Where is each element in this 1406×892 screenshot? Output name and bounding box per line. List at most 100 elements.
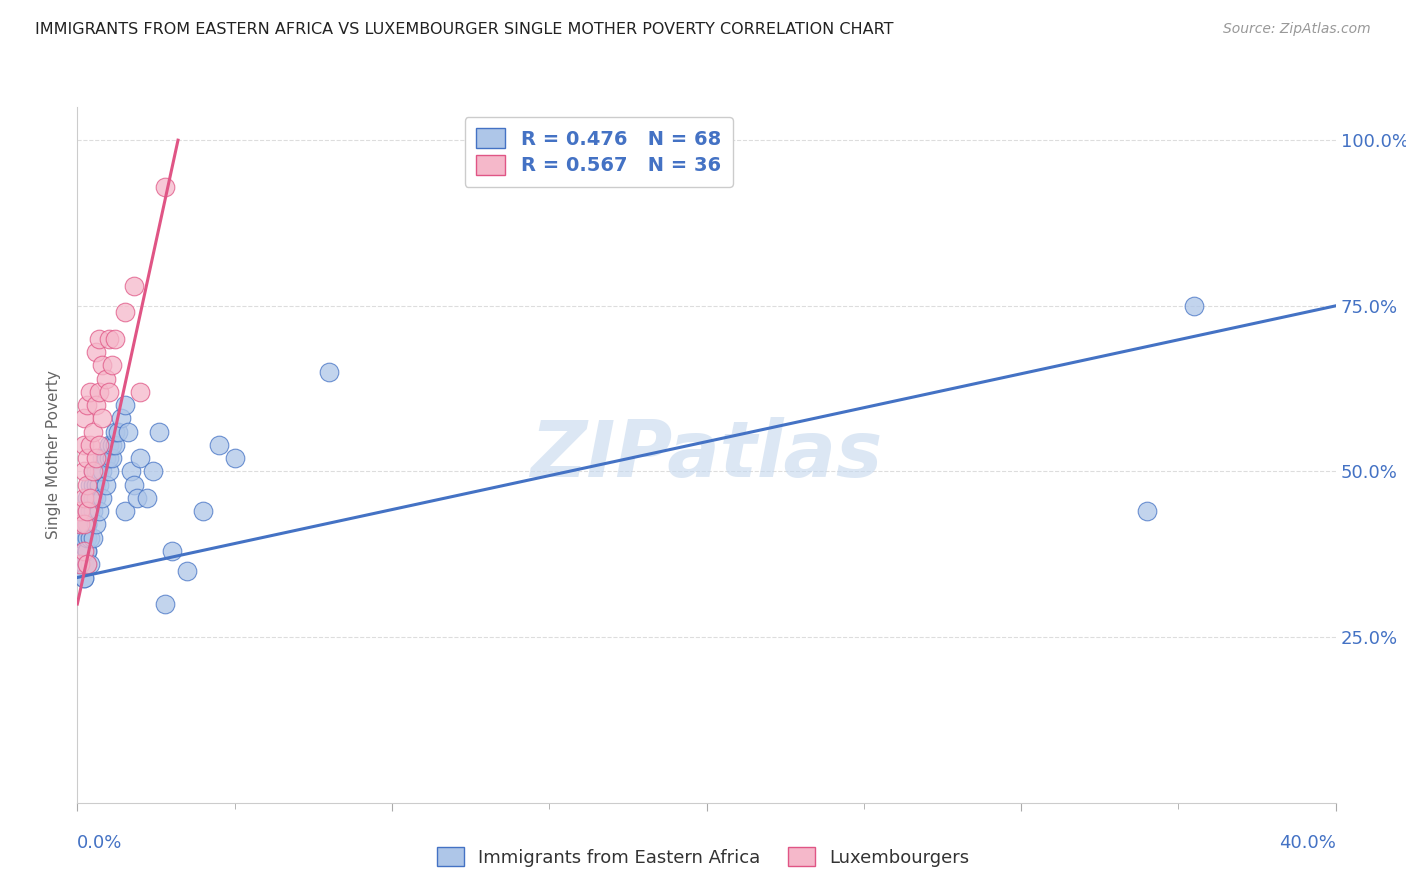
Point — [82, 465, 104, 479]
Point — [101, 451, 124, 466]
Point — [69, 517, 91, 532]
Point — [72, 550, 94, 565]
Point — [82, 504, 104, 518]
Point — [129, 451, 152, 466]
Legend: R = 0.476   N = 68, R = 0.567   N = 36: R = 0.476 N = 68, R = 0.567 N = 36 — [464, 117, 733, 187]
Point — [84, 465, 107, 479]
Point — [72, 411, 94, 425]
Point — [94, 451, 117, 466]
Point — [72, 558, 94, 572]
Point — [82, 491, 104, 505]
Point — [91, 465, 114, 479]
Point — [79, 531, 101, 545]
Point — [69, 537, 91, 551]
Point — [101, 438, 124, 452]
Point — [107, 425, 129, 439]
Point — [91, 451, 114, 466]
Point — [110, 411, 132, 425]
Point — [79, 491, 101, 505]
Point — [69, 504, 91, 518]
Point — [84, 345, 107, 359]
Point — [76, 491, 98, 505]
Point — [89, 465, 111, 479]
Point — [127, 491, 149, 505]
Point — [114, 305, 136, 319]
Point — [79, 491, 101, 505]
Point — [79, 384, 101, 399]
Point — [97, 465, 120, 479]
Point — [160, 544, 183, 558]
Point — [79, 438, 101, 452]
Point — [122, 477, 145, 491]
Point — [97, 451, 120, 466]
Text: Source: ZipAtlas.com: Source: ZipAtlas.com — [1223, 22, 1371, 37]
Point — [208, 438, 231, 452]
Point — [104, 332, 127, 346]
Point — [69, 531, 91, 545]
Point — [72, 517, 94, 532]
Point — [224, 451, 246, 466]
Legend: Immigrants from Eastern Africa, Luxembourgers: Immigrants from Eastern Africa, Luxembou… — [429, 840, 977, 874]
Point — [120, 465, 142, 479]
Point — [97, 332, 120, 346]
Point — [69, 558, 91, 572]
Point — [72, 517, 94, 532]
Point — [114, 398, 136, 412]
Point — [72, 570, 94, 584]
Point — [82, 465, 104, 479]
Point — [72, 531, 94, 545]
Point — [76, 558, 98, 572]
Point — [91, 411, 114, 425]
Point — [104, 438, 127, 452]
Point — [97, 438, 120, 452]
Point — [79, 558, 101, 572]
Point — [76, 504, 98, 518]
Point — [72, 465, 94, 479]
Text: ZIPatlas: ZIPatlas — [530, 417, 883, 493]
Point — [94, 372, 117, 386]
Point — [72, 544, 94, 558]
Point — [1182, 299, 1205, 313]
Point — [89, 504, 111, 518]
Point — [89, 384, 111, 399]
Point — [84, 398, 107, 412]
Point — [76, 504, 98, 518]
Text: IMMIGRANTS FROM EASTERN AFRICA VS LUXEMBOURGER SINGLE MOTHER POVERTY CORRELATION: IMMIGRANTS FROM EASTERN AFRICA VS LUXEMB… — [35, 22, 894, 37]
Point — [76, 451, 98, 466]
Point — [69, 544, 91, 558]
Point — [117, 425, 139, 439]
Point — [97, 384, 120, 399]
Point — [91, 359, 114, 373]
Point — [76, 531, 98, 545]
Point — [76, 558, 98, 572]
Point — [114, 504, 136, 518]
Point — [79, 504, 101, 518]
Point — [104, 425, 127, 439]
Point — [82, 477, 104, 491]
Point — [69, 558, 91, 572]
Point — [76, 517, 98, 532]
Y-axis label: Single Mother Poverty: Single Mother Poverty — [46, 370, 62, 540]
Point — [1136, 504, 1159, 518]
Point — [101, 359, 124, 373]
Point — [135, 491, 157, 505]
Point — [142, 465, 165, 479]
Point — [84, 477, 107, 491]
Point — [76, 477, 98, 491]
Point — [72, 438, 94, 452]
Point — [72, 491, 94, 505]
Point — [89, 477, 111, 491]
Point — [84, 517, 107, 532]
Text: 0.0%: 0.0% — [77, 834, 122, 852]
Point — [89, 332, 111, 346]
Point — [176, 564, 198, 578]
Point — [84, 491, 107, 505]
Point — [82, 425, 104, 439]
Point — [79, 477, 101, 491]
Point — [76, 517, 98, 532]
Point — [72, 570, 94, 584]
Text: 40.0%: 40.0% — [1279, 834, 1336, 852]
Point — [318, 365, 340, 379]
Point — [191, 504, 215, 518]
Point — [91, 491, 114, 505]
